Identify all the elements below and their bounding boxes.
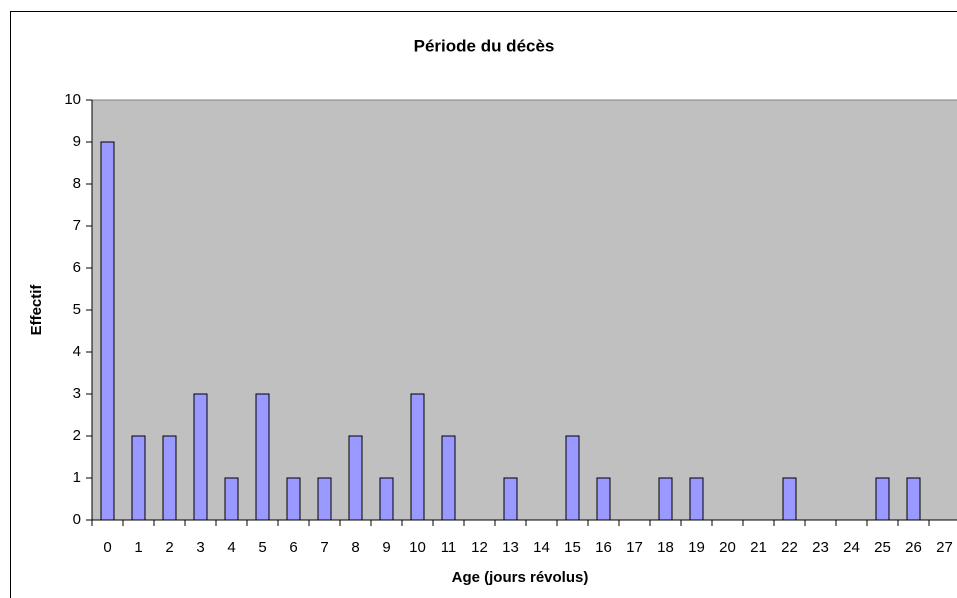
bar bbox=[100, 141, 115, 521]
y-tick-label: 9 bbox=[73, 133, 81, 150]
x-tick-label: 24 bbox=[843, 539, 860, 556]
bar bbox=[410, 393, 425, 521]
x-tick-label: 5 bbox=[258, 539, 266, 556]
x-tick-label: 14 bbox=[533, 539, 550, 556]
bar bbox=[162, 435, 177, 521]
x-tick-label: 21 bbox=[750, 539, 767, 556]
x-tick-label: 11 bbox=[441, 539, 457, 556]
bar bbox=[658, 477, 673, 521]
x-tick-label: 12 bbox=[471, 539, 488, 556]
bar bbox=[906, 477, 921, 521]
x-tick-label: 0 bbox=[103, 539, 111, 556]
x-axis-title: Age (jours révolus) bbox=[452, 569, 589, 586]
x-tick-label: 13 bbox=[502, 539, 519, 556]
x-tick-label: 25 bbox=[874, 539, 891, 556]
x-tick-label: 23 bbox=[812, 539, 829, 556]
x-tick-label: 4 bbox=[227, 539, 235, 556]
y-tick-label: 3 bbox=[73, 385, 81, 402]
x-tick-label: 22 bbox=[781, 539, 798, 556]
bar bbox=[689, 477, 704, 521]
x-tick-label: 27 bbox=[936, 539, 953, 556]
bar bbox=[875, 477, 890, 521]
bar bbox=[131, 435, 146, 521]
y-tick-label: 4 bbox=[73, 343, 81, 360]
y-tick-label: 0 bbox=[73, 511, 81, 528]
x-tick-label: 19 bbox=[688, 539, 705, 556]
x-tick-label: 6 bbox=[289, 539, 297, 556]
x-tick-label: 7 bbox=[320, 539, 328, 556]
plot-area bbox=[91, 99, 957, 521]
x-tick-label: 8 bbox=[351, 539, 359, 556]
bar bbox=[596, 477, 611, 521]
bar bbox=[193, 393, 208, 521]
x-tick-label: 15 bbox=[564, 539, 581, 556]
x-tick-label: 18 bbox=[657, 539, 674, 556]
bar bbox=[317, 477, 332, 521]
bar bbox=[782, 477, 797, 521]
bar bbox=[255, 393, 270, 521]
x-tick-label: 20 bbox=[719, 539, 736, 556]
chart-title: Période du décès bbox=[414, 36, 555, 55]
x-tick-label: 10 bbox=[409, 539, 426, 556]
y-tick-label: 10 bbox=[64, 91, 81, 108]
y-tick-label: 2 bbox=[73, 427, 81, 444]
bar bbox=[441, 435, 456, 521]
y-tick-label: 8 bbox=[73, 175, 81, 192]
x-tick-label: 17 bbox=[626, 539, 643, 556]
x-tick-label: 16 bbox=[595, 539, 612, 556]
y-axis-title: Effectif bbox=[28, 284, 45, 336]
bar bbox=[503, 477, 518, 521]
y-tick-label: 6 bbox=[73, 259, 81, 276]
x-tick-label: 3 bbox=[196, 539, 204, 556]
y-tick-label: 7 bbox=[73, 217, 81, 234]
x-tick-label: 26 bbox=[905, 539, 922, 556]
x-tick-label: 9 bbox=[382, 539, 390, 556]
bar bbox=[379, 477, 394, 521]
bar bbox=[348, 435, 363, 521]
bar bbox=[286, 477, 301, 521]
x-tick-label: 2 bbox=[165, 539, 173, 556]
bar bbox=[224, 477, 239, 521]
x-tick-label: 1 bbox=[134, 539, 142, 556]
y-tick-label: 1 bbox=[73, 469, 81, 486]
y-tick-label: 5 bbox=[73, 301, 81, 318]
bar bbox=[565, 435, 580, 521]
